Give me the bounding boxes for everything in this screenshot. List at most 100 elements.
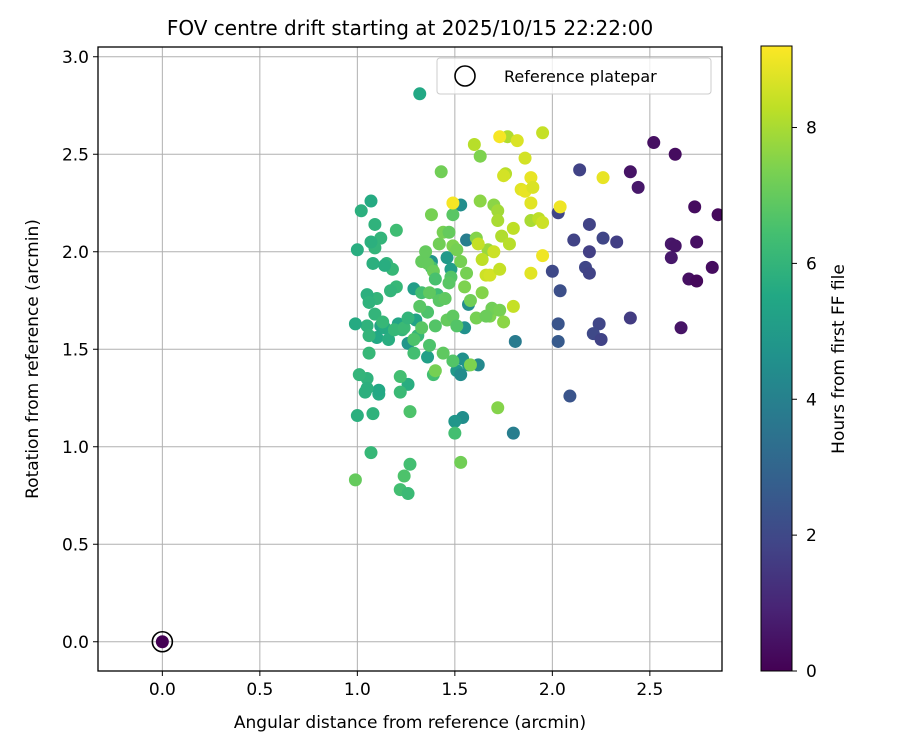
colorbar-tick-label: 2 [806,526,817,546]
reference-ring [151,630,174,653]
data-point [497,169,511,183]
data-point [384,284,397,298]
data-point [382,333,396,346]
data-point [352,368,366,382]
data-point [668,239,682,253]
y-axis-ticks: 0.0 0.5 1.0 1.5 2.0 2.5 3.0 [62,48,98,653]
data-point [428,364,442,378]
data-point [446,309,460,323]
data-point [524,171,538,185]
legend-entry-label: Reference platepar [504,67,657,86]
data-point [448,414,462,428]
legend: Reference platepar [436,57,712,95]
data-point [350,243,364,257]
data-point [493,262,507,276]
data-point [358,385,372,399]
x-axis-ticks: 0.0 0.5 1.0 1.5 2.0 2.5 [149,671,663,700]
y-tick-label: 0.0 [62,633,89,653]
data-point [573,163,587,177]
data-point [475,286,489,300]
data-point [551,334,565,348]
y-tick-label: 1.0 [62,438,89,458]
data-point [348,473,362,487]
data-point [407,346,421,360]
data-point [438,292,452,306]
data-point [508,334,522,348]
data-point [423,286,436,300]
data-point [376,315,390,329]
data-point [631,180,645,194]
data-point [473,194,487,208]
data-point [526,180,540,194]
data-point [471,237,485,251]
colorbar-tick-label: 8 [806,119,817,139]
data-point [348,317,362,331]
data-point [387,323,401,337]
data-point [413,87,427,101]
data-point [506,221,520,235]
colorbar-tick-label: 0 [806,662,817,682]
data-point [442,225,456,239]
data-point [497,315,511,329]
grid-lines [98,47,722,671]
data-point [434,165,448,179]
colorbar-gradient [760,45,793,672]
data-point [432,237,446,251]
data-point [668,147,682,161]
data-point [536,216,550,229]
data-point [553,200,567,214]
data-point [596,171,610,185]
data-point [366,256,380,270]
data-point [567,233,581,247]
data-point [487,245,501,259]
colorbar-title: Hours from first FF file [829,264,849,454]
data-point [364,446,378,460]
y-axis-title: Rotation from reference (arcmin) [23,219,43,499]
data-point [688,200,702,214]
colorbar-tick-label: 6 [806,254,817,274]
data-point [362,346,376,360]
data-point [450,319,464,333]
y-tick-label: 2.0 [62,243,89,263]
data-point [518,151,532,165]
data-point [428,272,442,286]
data-point [473,149,487,163]
data-point [582,245,596,259]
y-tick-label: 1.5 [62,340,89,360]
data-point [463,294,477,307]
data-point [705,260,719,274]
data-point [596,231,610,245]
data-point [491,204,505,218]
colorbar: 0 2 4 6 8 Hours from first FF file [760,45,849,682]
x-tick-label: 2.5 [636,680,663,700]
data-point [592,317,606,331]
data-point [582,217,596,231]
data-point [467,138,481,151]
data-point [364,235,378,249]
data-point [458,280,472,294]
data-point [690,235,704,249]
data-point [623,311,637,325]
colorbar-tick-label: 4 [806,390,817,410]
data-point [440,251,454,265]
data-point [423,338,436,352]
data-point [493,130,507,144]
y-tick-label: 0.5 [62,535,89,555]
data-point [502,237,516,251]
plot-area-frame [97,46,723,672]
data-point [413,299,427,313]
data-point [506,299,520,313]
data-point [711,208,722,222]
data-point [536,249,550,263]
x-tick-label: 2.0 [539,680,566,700]
data-point [483,268,497,282]
colorbar-ticks: 0 2 4 6 8 [792,119,817,682]
data-point [524,266,538,280]
data-point [446,354,460,368]
data-point [374,231,388,245]
data-point [419,245,433,259]
data-point [493,303,507,317]
data-point [421,350,435,364]
data-point [354,204,368,218]
